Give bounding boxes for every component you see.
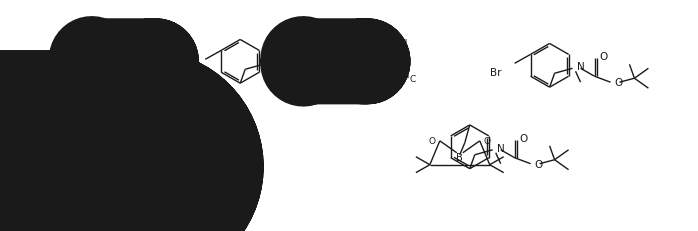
Text: O: O bbox=[301, 74, 309, 84]
Text: Br: Br bbox=[490, 68, 502, 78]
Text: O: O bbox=[34, 200, 40, 209]
Text: B: B bbox=[57, 184, 64, 194]
Text: N: N bbox=[577, 62, 584, 72]
Text: O: O bbox=[614, 78, 623, 88]
Text: O: O bbox=[600, 52, 608, 62]
Text: Ag₂O, CH₃I: Ag₂O, CH₃I bbox=[359, 39, 407, 48]
Text: р-р NaOH: р-р NaOH bbox=[149, 84, 193, 93]
Text: 10%-ный водный: 10%-ный водный bbox=[131, 74, 212, 83]
Text: O: O bbox=[101, 164, 107, 173]
Text: O: O bbox=[286, 48, 295, 58]
Text: O: O bbox=[429, 137, 436, 146]
Text: O: O bbox=[101, 200, 107, 209]
Text: O: O bbox=[34, 164, 40, 173]
Text: ДМФА  , 50 °C: ДМФА , 50 °C bbox=[351, 74, 416, 83]
Text: (Boc)₂O: (Boc)₂O bbox=[154, 39, 188, 48]
Text: B: B bbox=[77, 184, 84, 194]
Text: ДМФА: ДМФА bbox=[179, 177, 207, 186]
Text: Br: Br bbox=[21, 64, 33, 74]
Text: Pd(OAc)₂, KOAc: Pd(OAc)₂, KOAc bbox=[158, 144, 227, 153]
Text: Br: Br bbox=[181, 64, 192, 74]
Text: B: B bbox=[456, 152, 463, 162]
Text: диоксан: диоксан bbox=[151, 95, 191, 104]
Text: H: H bbox=[268, 58, 276, 68]
Text: N: N bbox=[497, 143, 505, 153]
Text: O: O bbox=[535, 159, 543, 169]
Text: NH$_2$: NH$_2$ bbox=[93, 59, 114, 73]
Text: O: O bbox=[484, 137, 491, 146]
Text: O: O bbox=[519, 133, 528, 143]
